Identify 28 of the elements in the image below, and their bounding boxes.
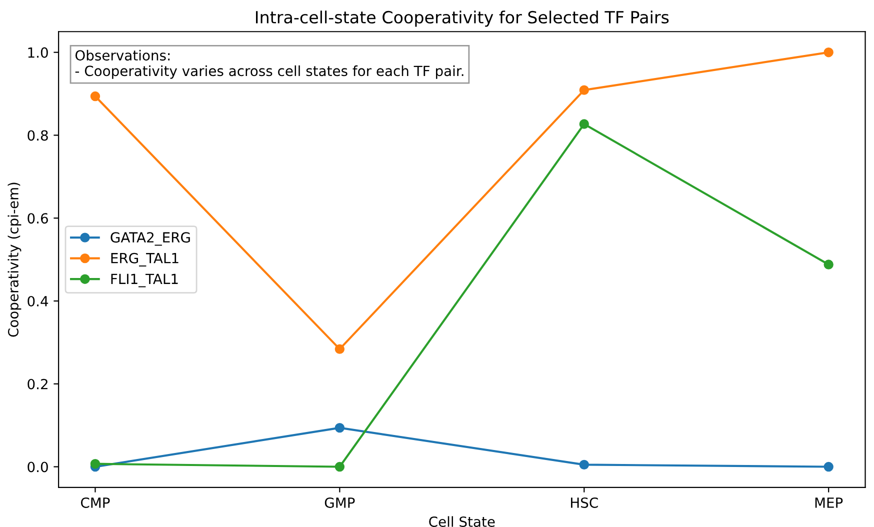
point bbox=[824, 462, 834, 472]
x-tick-label: CMP bbox=[80, 497, 110, 508]
x-tick-label: HSC bbox=[571, 497, 598, 508]
y-tick-label: 0.0 bbox=[28, 462, 48, 472]
point bbox=[579, 85, 589, 95]
y-tick-label: 0.2 bbox=[28, 378, 48, 390]
legend-label: FLI1_TAL1 bbox=[111, 274, 178, 288]
legend-label: ERG_TAL1 bbox=[111, 252, 178, 266]
y-tick-label: 0.4 bbox=[28, 296, 48, 306]
point bbox=[90, 91, 100, 102]
point bbox=[334, 422, 345, 433]
x-tick-label: GMP bbox=[324, 497, 355, 508]
y-tick-label: 0.8 bbox=[28, 130, 48, 141]
point bbox=[334, 344, 345, 354]
point bbox=[824, 260, 834, 270]
legend-label: GATA2_ERG bbox=[110, 232, 190, 246]
chart-title: Intra-cell-state Cooperativity for Selected TF Pairs bbox=[256, 10, 669, 27]
point bbox=[824, 47, 834, 58]
annotation: Observations: - Cooperativity varies across cell states for each TF pair. bbox=[75, 50, 464, 79]
point bbox=[579, 460, 589, 470]
x-axis-title: Cell State bbox=[429, 516, 495, 527]
point bbox=[90, 458, 100, 469]
y-tick-label: 0.6 bbox=[28, 213, 48, 224]
y-tick-label: 1.0 bbox=[28, 47, 48, 58]
point bbox=[334, 462, 345, 472]
x-tick-label: MEP bbox=[815, 498, 843, 508]
y-axis-title: Cooperativity (cpi-em) bbox=[8, 182, 22, 337]
point bbox=[579, 119, 589, 129]
